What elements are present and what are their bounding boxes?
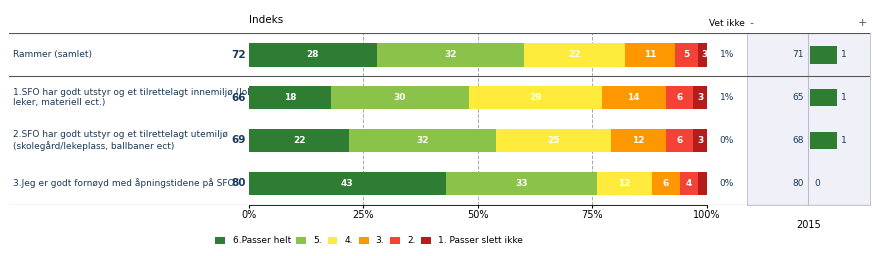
- Text: 72: 72: [231, 50, 246, 60]
- Bar: [809, 132, 837, 149]
- Bar: [331, 86, 468, 109]
- Text: 3: 3: [696, 93, 702, 102]
- Text: 43: 43: [341, 179, 353, 188]
- Text: 2015: 2015: [795, 220, 820, 230]
- Text: 25: 25: [547, 136, 559, 145]
- Text: 30: 30: [393, 93, 406, 102]
- Text: 1: 1: [839, 93, 846, 102]
- Text: -: -: [749, 18, 753, 28]
- Text: 0%: 0%: [719, 179, 733, 188]
- Text: 33: 33: [515, 179, 527, 188]
- Text: 1%: 1%: [719, 93, 733, 102]
- Bar: [674, 43, 697, 67]
- Text: 6: 6: [676, 93, 682, 102]
- Bar: [248, 172, 445, 195]
- Bar: [624, 43, 674, 67]
- Bar: [248, 129, 349, 152]
- Bar: [596, 172, 651, 195]
- Bar: [697, 43, 711, 67]
- Bar: [495, 129, 610, 152]
- Text: Indeks: Indeks: [248, 15, 283, 25]
- Bar: [665, 129, 693, 152]
- Text: 2.SFO har godt utstyr og et tilrettelagt utemiljø
(skolegård/lekeplass, ballbane: 2.SFO har godt utstyr og et tilrettelagt…: [13, 130, 227, 151]
- Text: Vet ikke: Vet ikke: [709, 19, 744, 28]
- Text: 12: 12: [617, 179, 630, 188]
- Bar: [693, 129, 706, 152]
- Bar: [809, 46, 837, 63]
- Bar: [679, 172, 697, 195]
- Text: 5: 5: [682, 50, 689, 59]
- Bar: [468, 86, 601, 109]
- Text: 69: 69: [232, 135, 246, 145]
- Text: 80: 80: [791, 179, 802, 188]
- Bar: [665, 86, 693, 109]
- Text: Rammer (samlet): Rammer (samlet): [13, 50, 92, 59]
- Text: 80: 80: [232, 178, 246, 188]
- Text: 66: 66: [232, 93, 246, 103]
- Text: 0: 0: [814, 179, 819, 188]
- Text: 6: 6: [662, 179, 668, 188]
- Text: 1: 1: [839, 136, 846, 145]
- Bar: [248, 86, 331, 109]
- Text: 0%: 0%: [719, 136, 733, 145]
- Text: 28: 28: [306, 50, 319, 59]
- Text: 65: 65: [791, 93, 802, 102]
- Text: 3.Jeg er godt fornøyd med åpningstidene på SFO: 3.Jeg er godt fornøyd med åpningstidene …: [13, 178, 234, 188]
- Text: 6: 6: [676, 136, 682, 145]
- Bar: [809, 89, 837, 106]
- Text: 11: 11: [643, 50, 655, 59]
- Text: 68: 68: [791, 136, 802, 145]
- Bar: [651, 172, 679, 195]
- Bar: [601, 86, 665, 109]
- Text: 3: 3: [696, 136, 702, 145]
- Text: 22: 22: [567, 50, 579, 59]
- Text: 22: 22: [292, 136, 305, 145]
- Text: 71: 71: [791, 50, 802, 59]
- Bar: [697, 172, 706, 195]
- Bar: [248, 43, 377, 67]
- Text: 4: 4: [685, 179, 691, 188]
- Bar: [445, 172, 596, 195]
- Text: 1%: 1%: [719, 50, 733, 59]
- Bar: [523, 43, 624, 67]
- Text: 1: 1: [839, 50, 846, 59]
- Bar: [349, 129, 495, 152]
- Text: 29: 29: [529, 93, 541, 102]
- Text: 3: 3: [701, 50, 707, 59]
- Bar: [377, 43, 523, 67]
- Text: 32: 32: [443, 50, 456, 59]
- Text: 14: 14: [627, 93, 639, 102]
- Text: +: +: [857, 18, 866, 28]
- Bar: [610, 129, 665, 152]
- Text: 32: 32: [416, 136, 428, 145]
- Text: 18: 18: [284, 93, 296, 102]
- Legend: 6.Passer helt, 5., 4., 3., 2., 1. Passer slett ikke: 6.Passer helt, 5., 4., 3., 2., 1. Passer…: [212, 233, 526, 249]
- Bar: [693, 86, 706, 109]
- Text: 1.SFO har godt utstyr og et tilrettelagt innemiljø (lokaler,
leker, materiell ec: 1.SFO har godt utstyr og et tilrettelagt…: [13, 88, 272, 107]
- Text: 12: 12: [631, 136, 644, 145]
